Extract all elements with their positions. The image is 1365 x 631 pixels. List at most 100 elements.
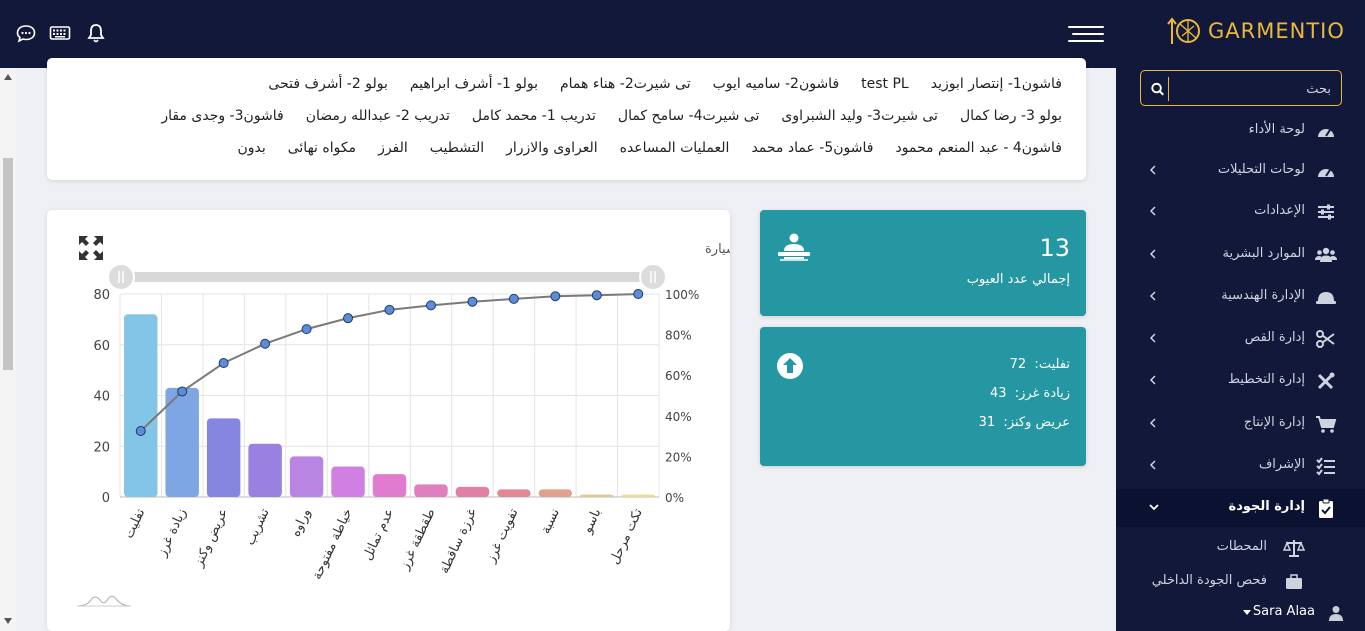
filter-line-option[interactable]: بولو 1- أشرف ابراهيم <box>409 76 538 92</box>
filter-line-option[interactable]: فاشون5- عماد محمد <box>751 140 874 156</box>
caret-down-icon[interactable] <box>1243 610 1251 615</box>
x-tick-label: غرزة ساقطة <box>437 506 480 576</box>
y-left-tick-label: 80 <box>93 288 110 303</box>
total-defects-card: 13 إجمالي عدد العيوب <box>760 210 1086 316</box>
y-right-tick-label: 80% <box>665 329 692 343</box>
top-defects-card: تفليت: 72 زيادة غرز: 43 عريض وكنز: 31 <box>760 327 1086 466</box>
chevron-left-icon <box>1149 206 1156 216</box>
filter-line-option[interactable]: تدريب 2- عبدالله رمضان <box>305 108 450 124</box>
filter-line-option[interactable]: فاشون4 - عبد المنعم محمود <box>895 140 1062 156</box>
chevron-down-icon <box>1149 504 1159 511</box>
bar-10 <box>538 489 573 497</box>
cumulative-point-1 <box>177 386 188 397</box>
sidebar-item-6[interactable]: إدارة التخطيط <box>1116 362 1365 400</box>
filter-line-option[interactable]: بولو 2- أشرف فتحى <box>268 76 388 92</box>
pareto-chart-card: تحليل عيوب الجودة السيارة 0 20 40 60 80 0% 20% 4… <box>47 210 730 631</box>
filter-line-option[interactable]: فاشون2- ساميه ايوب <box>712 76 840 92</box>
sidebar-item-2[interactable]: الإعدادات <box>1116 193 1365 231</box>
y-right-tick-label: 100% <box>665 288 699 302</box>
chevron-left-icon <box>1149 249 1156 259</box>
top-defect-value: 72 <box>1009 357 1027 372</box>
top-defect-value: 31 <box>978 415 996 430</box>
sidebar-item-5[interactable]: إدارة القص <box>1116 320 1365 358</box>
sidebar-subitem-1[interactable]: فحص الجودة الداخلي <box>1116 568 1365 596</box>
sliders-icon <box>1318 204 1334 220</box>
scroll-up-arrow-icon[interactable] <box>4 74 12 80</box>
expand-icon[interactable] <box>79 236 103 260</box>
filter-line-option[interactable]: test PL <box>861 76 909 92</box>
user-icon <box>1329 606 1343 621</box>
sidebar-item-7[interactable]: إدارة الإنتاج <box>1116 405 1365 443</box>
cumulative-point-5 <box>343 313 354 324</box>
filter-line-option[interactable]: بولو 3- رضا كمال <box>959 108 1062 124</box>
scissors-icon <box>1316 330 1335 348</box>
sidebar-item-4[interactable]: الإدارة الهندسية <box>1116 278 1365 316</box>
sidebar-subitem-0[interactable]: المحطات <box>1116 534 1365 562</box>
x-tick-label: خياطة مفتوحة <box>310 506 356 582</box>
y-left-tick-label: 0 <box>102 491 110 506</box>
filter-line-option[interactable]: التشطيب <box>429 140 485 156</box>
cumulative-point-12 <box>633 289 644 299</box>
zoom-slider-handle[interactable] <box>107 263 135 291</box>
navigator-sparkline <box>76 595 132 607</box>
filter-row: بولو 3- رضا كمال تى شيرت3- وليد الشبراوى ت… <box>161 108 1062 124</box>
bar-0 <box>124 314 158 497</box>
bell-icon[interactable] <box>85 22 107 44</box>
bar-1 <box>165 387 199 497</box>
sidebar-item-8[interactable]: الإشراف <box>1116 447 1365 485</box>
sidebar-item-label: الموارد البشرية <box>1222 246 1305 261</box>
y-left-tick-label: 40 <box>93 390 110 405</box>
top-defect-item: عريض وكنز: 31 <box>978 415 1070 430</box>
tools-icon <box>1317 372 1335 390</box>
filter-line-option[interactable]: فاشون1- إنتصار ابوزيد <box>930 76 1062 92</box>
sidebar-item-1[interactable]: لوحات التحليلات <box>1116 152 1365 190</box>
scrollbar-thumb[interactable] <box>3 158 13 370</box>
x-tick-label: طقطقة غرز <box>397 506 439 573</box>
cumulative-point-10 <box>550 291 561 302</box>
sidebar-item-label: إدارة التخطيط <box>1227 372 1305 387</box>
scroll-down-arrow-icon[interactable] <box>4 618 12 624</box>
filter-line-option[interactable]: العراوى والازرار <box>506 140 598 156</box>
bar-2 <box>206 418 241 497</box>
brand-name: GARMENTIO <box>1208 19 1345 43</box>
chat-icon[interactable] <box>15 22 37 44</box>
chevron-left-icon <box>1149 375 1156 385</box>
top-defect-item: زيادة غرز: 43 <box>989 386 1070 401</box>
sidebar-subitem-label: فحص الجودة الداخلي <box>1151 573 1267 588</box>
page-scrollbar[interactable] <box>0 68 16 631</box>
search-icon[interactable] <box>1147 77 1169 101</box>
sidebar-item-0[interactable]: لوحة الأداء <box>1116 112 1365 150</box>
chevron-left-icon <box>1149 418 1156 428</box>
search-input[interactable] <box>1171 77 1331 101</box>
sidebar-subitem-label: المحطات <box>1216 539 1267 554</box>
filter-line-option[interactable]: العمليات المساعده <box>619 140 730 156</box>
x-tick-label: وراوه <box>288 506 314 539</box>
brand-logo[interactable]: GARMENTIO <box>1166 14 1345 48</box>
x-tick-label: تكت مرحل <box>607 506 646 567</box>
keyboard-icon[interactable] <box>49 22 71 44</box>
filter-line-option[interactable]: تى شيرت4- سامح كمال <box>617 108 760 124</box>
filter-line-option[interactable]: تدريب 1- محمد كامل <box>471 108 596 124</box>
top-defect-name: تفليت <box>1038 357 1070 372</box>
filter-line-option[interactable]: فاشون3- وجدى مقار <box>161 108 284 124</box>
chevron-left-icon <box>1149 291 1156 301</box>
zoom-slider-handle[interactable] <box>639 263 667 291</box>
sidebar-item-3[interactable]: الموارد البشرية <box>1116 236 1365 274</box>
filter-line-option[interactable]: مكواه نهائى <box>287 140 357 156</box>
filter-lines-card: فاشون1- إنتصار ابوزيد test PL فاشون2- سامي… <box>47 58 1086 180</box>
menu-toggle-button[interactable] <box>1068 24 1104 44</box>
checklist-icon <box>1316 457 1335 476</box>
filter-line-option[interactable]: الفرز <box>378 140 408 156</box>
user-menu[interactable]: Sara Alaa <box>1116 594 1365 631</box>
inspector-icon <box>778 233 810 261</box>
x-tick-label: تفليت <box>122 506 149 541</box>
bar-6 <box>372 474 407 497</box>
filter-line-option[interactable]: تى شيرت2- هناء همام <box>560 76 691 92</box>
y-right-tick-label: 20% <box>665 450 692 464</box>
filter-line-option[interactable]: تى شيرت3- وليد الشبراوى <box>781 108 938 124</box>
sidebar-item-9[interactable]: إدارة الجودة <box>1116 489 1365 527</box>
cumulative-point-3 <box>260 338 271 349</box>
x-tick-label: تفويت غرز <box>483 506 522 566</box>
cumulative-point-4 <box>301 324 312 335</box>
filter-line-option[interactable]: بدون <box>237 140 266 156</box>
